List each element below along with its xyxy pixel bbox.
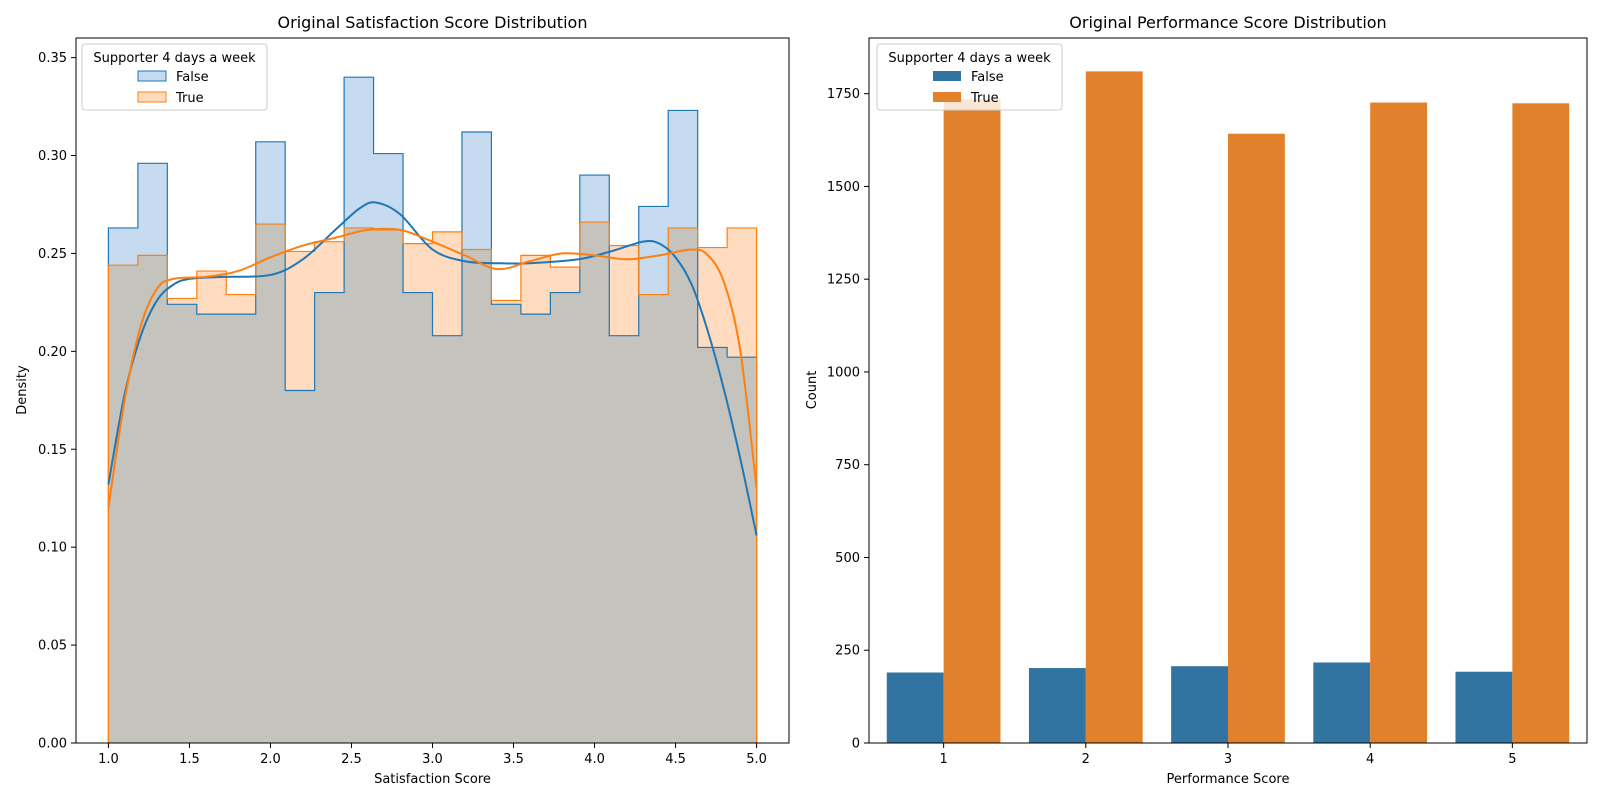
performance-plot-area	[886, 71, 1570, 744]
legend-swatch-true	[933, 92, 961, 102]
x-tick-label: 2.5	[341, 752, 362, 767]
x-tick-label: 3.5	[503, 752, 524, 767]
performance-x-axis-label: Performance Score	[1167, 772, 1290, 787]
performance-legend: Supporter 4 days a week False True	[876, 43, 1063, 111]
kde-line-true	[107, 227, 758, 509]
x-tick-label: 4.5	[665, 752, 686, 767]
satisfaction-chart-title: Original Satisfaction Score Distribution	[278, 13, 588, 32]
bar-false-2	[1028, 668, 1086, 743]
x-tick-label: 1.0	[98, 752, 119, 767]
y-tick-label: 0.15	[38, 443, 67, 458]
y-tick-label: 0.10	[38, 541, 67, 556]
x-tick-label: 5.0	[746, 752, 767, 767]
y-tick-label: 500	[835, 551, 860, 566]
x-tick-label: 3	[1224, 752, 1232, 767]
hist-area-overlap	[108, 222, 757, 744]
y-tick-label: 0.05	[38, 639, 67, 654]
performance-chart-title: Original Performance Score Distribution	[1069, 13, 1386, 32]
bar-true-5	[1512, 103, 1570, 744]
bar-true-3	[1228, 133, 1285, 744]
legend-label-false: False	[176, 70, 209, 85]
bar-true-4	[1370, 102, 1428, 743]
kde-line-false	[107, 201, 758, 536]
y-tick-label: 0.00	[38, 737, 67, 752]
legend-label-false: False	[971, 70, 1004, 85]
legend-swatch-false	[933, 71, 961, 81]
bar-true-2	[1085, 71, 1143, 744]
legend-swatch-true	[137, 91, 167, 103]
x-tick-label: 4.0	[584, 752, 605, 767]
legend-swatch-false	[137, 70, 167, 82]
y-tick-label: 0	[852, 737, 860, 752]
y-tick-label: 750	[835, 458, 860, 473]
hist-outline-false	[107, 76, 758, 743]
legend-label-true: True	[970, 91, 999, 106]
x-tick-label: 4	[1366, 752, 1374, 767]
y-tick-label: 0.20	[38, 345, 67, 360]
satisfaction-x-ticks: 1.0 1.5 2.0 2.5 3.0 3.5 4.0 4.5 5.0	[98, 743, 767, 767]
satisfaction-histogram-panel: Original Satisfaction Score Distribution…	[15, 13, 790, 787]
satisfaction-x-axis-label: Satisfaction Score	[374, 772, 491, 787]
bar-false-4	[1313, 662, 1371, 743]
y-tick-label: 250	[835, 644, 860, 659]
y-tick-label: 1250	[827, 273, 860, 288]
satisfaction-y-ticks: 0.00 0.05 0.10 0.15 0.20 0.25 0.30 0.35	[38, 51, 76, 752]
bar-true-1	[943, 99, 1001, 743]
performance-y-axis-label: Count	[805, 371, 820, 410]
x-tick-label: 2	[1082, 752, 1090, 767]
y-tick-label: 0.30	[38, 149, 67, 164]
satisfaction-legend: Supporter 4 days a week False True	[81, 43, 268, 111]
bar-false-1	[886, 672, 944, 743]
legend-title: Supporter 4 days a week	[93, 51, 256, 66]
bar-false-3	[1171, 666, 1228, 743]
legend-box	[876, 43, 1063, 111]
bar-false-5	[1455, 671, 1513, 743]
legend-label-true: True	[175, 91, 204, 106]
performance-x-ticks: 1 2 3 4 5	[940, 743, 1516, 767]
performance-bar-panel: Original Performance Score Distribution …	[805, 13, 1588, 787]
y-tick-label: 1750	[827, 87, 860, 102]
x-tick-label: 1.5	[179, 752, 200, 767]
performance-y-ticks: 0 250 500 750 1000 1250 1500 1750	[827, 87, 869, 752]
x-tick-label: 5	[1508, 752, 1516, 767]
y-tick-label: 0.35	[38, 51, 67, 66]
x-tick-label: 1	[940, 752, 948, 767]
y-tick-label: 1000	[827, 365, 860, 380]
legend-box	[81, 43, 268, 111]
x-tick-label: 3.0	[422, 752, 443, 767]
legend-title: Supporter 4 days a week	[888, 51, 1051, 66]
satisfaction-plot-area	[107, 76, 758, 744]
x-tick-label: 2.0	[260, 752, 281, 767]
y-tick-label: 1500	[827, 180, 860, 195]
y-tick-label: 0.25	[38, 247, 67, 262]
hist-outline-true	[107, 221, 758, 743]
satisfaction-y-axis-label: Density	[15, 365, 30, 415]
